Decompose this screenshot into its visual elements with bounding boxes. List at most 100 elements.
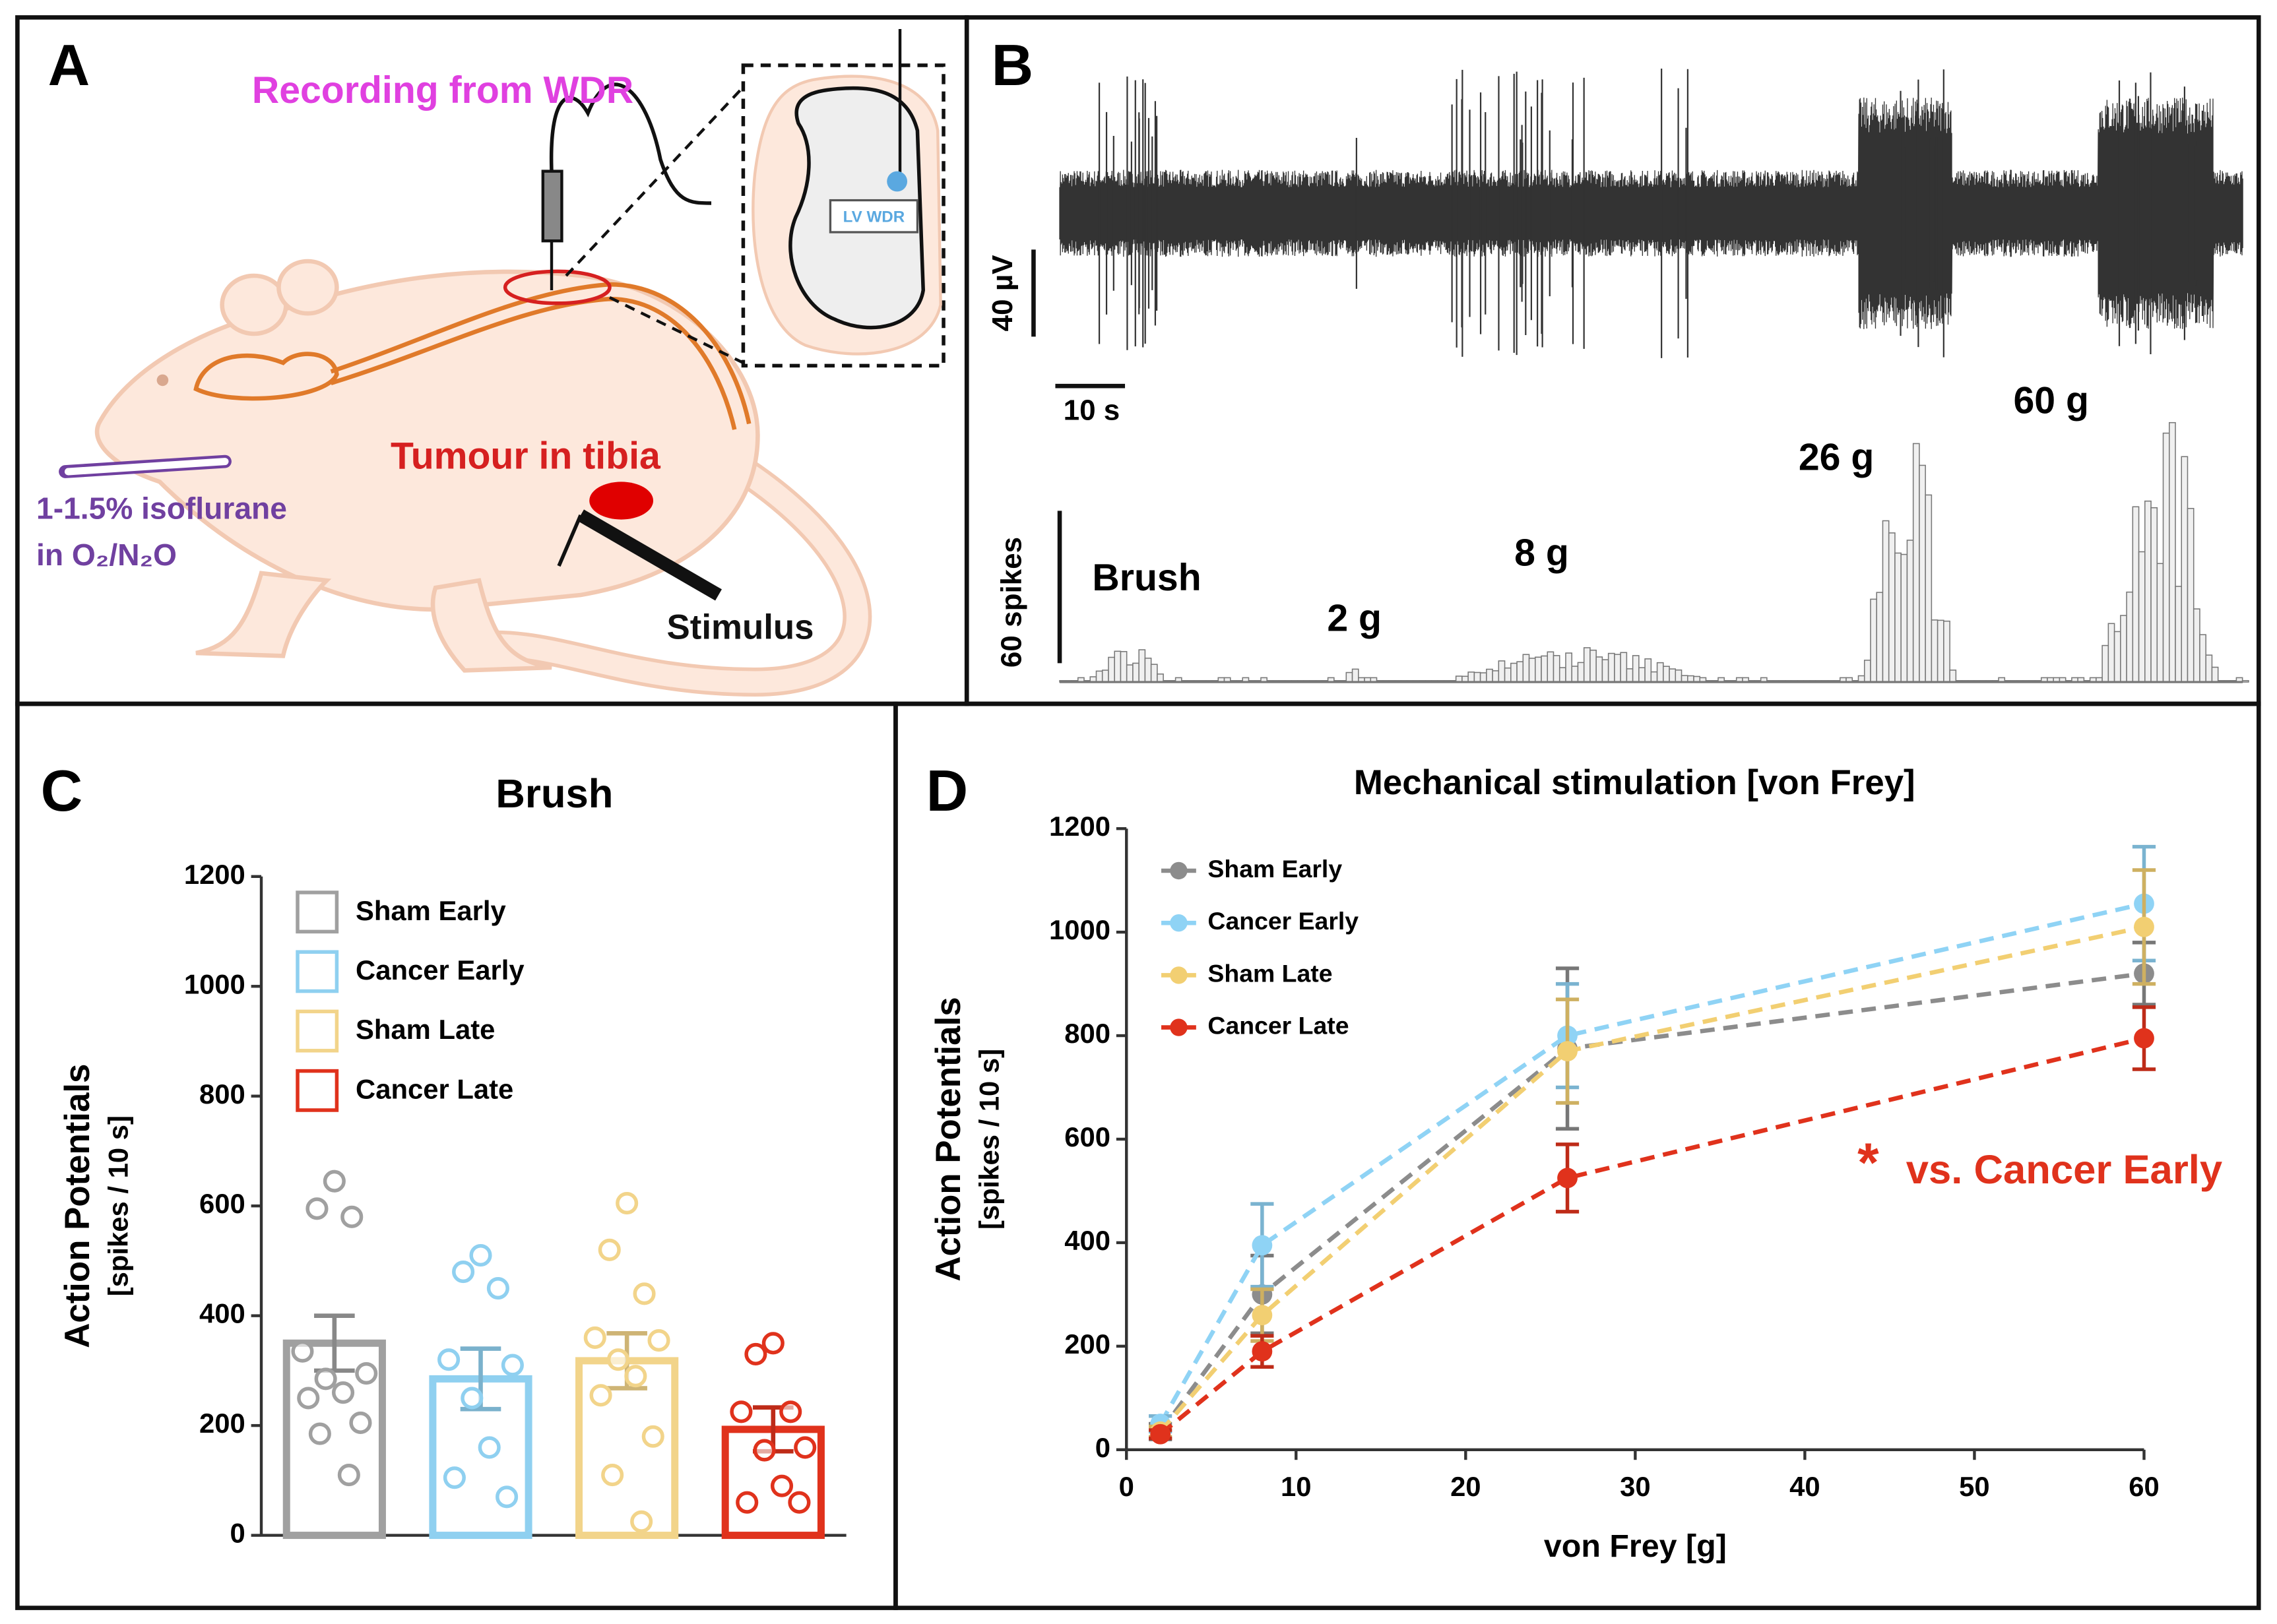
x-tick-label: 20 <box>1450 1471 1481 1502</box>
hist-bar <box>1644 658 1652 683</box>
hist-bar <box>2181 456 2189 683</box>
recording-label: Recording from WDR <box>252 69 633 111</box>
hist-bar <box>1467 671 1475 683</box>
data-point <box>314 1367 337 1390</box>
frames <box>15 15 2261 1610</box>
data-point <box>331 1381 355 1404</box>
y-axis-label: Action Potentials <box>58 1064 97 1348</box>
hist-bar <box>1607 652 1615 683</box>
hist-bar <box>1126 664 1134 683</box>
hist-bar <box>2241 680 2249 683</box>
legend-label: Sham Late <box>356 1014 495 1045</box>
hist-bar <box>1583 647 1591 683</box>
hist-bar <box>1150 664 1158 683</box>
hist-bar <box>1614 654 1621 683</box>
hist-bar <box>2156 563 2164 683</box>
hist-bar <box>2126 591 2134 683</box>
y-tick-label: 1200 <box>1049 811 1110 842</box>
stimulus-label: Stimulus <box>667 608 814 647</box>
rat-drawing: LV WDR <box>59 28 946 697</box>
hist-bar <box>1535 656 1542 683</box>
data-point <box>291 1340 314 1363</box>
data-point <box>601 1463 624 1487</box>
x-tick-label: 40 <box>1789 1471 1820 1502</box>
hist-bar <box>1937 619 1944 683</box>
legend-swatch <box>296 1009 339 1053</box>
panel-label: D <box>926 758 969 823</box>
data-point <box>452 1261 475 1284</box>
hist-bar <box>1589 649 1597 683</box>
tube-inner <box>64 458 229 476</box>
marker <box>1557 1041 1578 1061</box>
zoom-line <box>609 296 744 364</box>
frame-d <box>893 701 2261 1610</box>
series-line <box>1159 1036 2145 1436</box>
spike-histogram <box>1059 422 2249 683</box>
data-point <box>496 1485 519 1509</box>
marker <box>1252 1341 1273 1362</box>
legend-marker <box>1170 966 1188 984</box>
data-point <box>606 1348 629 1371</box>
hist-bar <box>1522 654 1530 683</box>
y-axis-label: [spikes / 10 s] <box>974 1049 1005 1230</box>
stimulus-label: 26 g <box>1799 437 1874 479</box>
y-tick-label: 1000 <box>1049 914 1110 945</box>
hist-bar <box>2101 644 2109 683</box>
hist-bar <box>2168 422 2176 683</box>
spike-scale: 60 spikes <box>995 537 1027 668</box>
data-point <box>730 1400 753 1423</box>
hist-bar <box>2193 608 2200 683</box>
hist-bar <box>2175 586 2183 683</box>
chart-title: Mechanical stimulation [von Frey] <box>1354 763 1915 802</box>
hist-bar <box>1931 619 1939 683</box>
data-point <box>461 1387 484 1410</box>
hist-bar <box>1486 668 1493 683</box>
hist-bar <box>1949 670 1957 683</box>
data-point <box>788 1491 811 1514</box>
hist-bar <box>1577 662 1585 683</box>
hist-bar <box>2120 615 2127 683</box>
x-tick-label: 60 <box>2129 1471 2160 1502</box>
data-point <box>355 1361 378 1385</box>
y-tick-label: 800 <box>199 1078 245 1109</box>
marker <box>2134 1028 2154 1049</box>
hist-bar <box>1345 671 1353 683</box>
hist-bar <box>1553 655 1560 683</box>
frame-b <box>964 15 2261 706</box>
anaesthesia-label: 1-1.5% isoflurane <box>36 491 287 526</box>
data-point <box>744 1342 767 1365</box>
anaesthesia-label: in O₂/N₂O <box>36 538 177 572</box>
hist-bar <box>1095 670 1103 683</box>
hist-bar <box>1912 443 1920 683</box>
hist-bar <box>1101 670 1109 683</box>
hist-bar <box>1571 666 1579 683</box>
y-tick-label: 600 <box>1064 1121 1110 1152</box>
x-tick-label: 30 <box>1620 1471 1651 1502</box>
inset-label: LV WDR <box>843 208 905 226</box>
hist-bar <box>1138 649 1146 683</box>
data-point <box>794 1436 817 1459</box>
series-line <box>1159 925 2145 1433</box>
recording-site <box>503 269 612 305</box>
front-leg <box>195 571 332 658</box>
hist-bar <box>1675 669 1683 683</box>
hist-bar <box>1473 671 1481 683</box>
y-tick-label: 200 <box>199 1408 245 1439</box>
data-point <box>469 1244 492 1267</box>
legend-label: Cancer Early <box>1207 907 1359 935</box>
hist-bar <box>1919 464 1926 683</box>
y-tick-label: 200 <box>1064 1328 1110 1359</box>
legend-marker <box>1170 914 1188 932</box>
x-axis-label: von Frey [g] <box>1544 1528 1727 1564</box>
legend-marker <box>1170 1018 1188 1036</box>
series-line <box>1158 971 2144 1433</box>
hist-bar <box>1632 655 1640 683</box>
hist-bar <box>1120 650 1128 683</box>
stimulus-label: 2 g <box>1327 598 1382 640</box>
legend-swatch <box>296 890 339 934</box>
x-tick-label: 10 <box>1281 1471 1312 1502</box>
hist-bar <box>1943 620 1950 683</box>
hist-bar <box>1638 667 1646 683</box>
